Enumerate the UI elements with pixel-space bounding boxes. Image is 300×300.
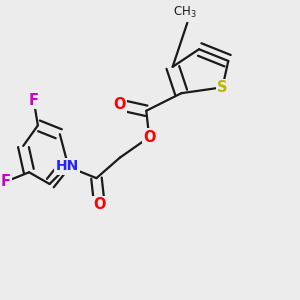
Text: S: S bbox=[217, 80, 228, 95]
Text: HN: HN bbox=[56, 159, 79, 173]
Text: F: F bbox=[1, 174, 10, 189]
Text: CH$_3$: CH$_3$ bbox=[172, 5, 196, 20]
Text: O: O bbox=[114, 98, 126, 112]
Text: O: O bbox=[93, 197, 106, 212]
Text: F: F bbox=[28, 93, 38, 108]
Text: O: O bbox=[143, 130, 155, 145]
